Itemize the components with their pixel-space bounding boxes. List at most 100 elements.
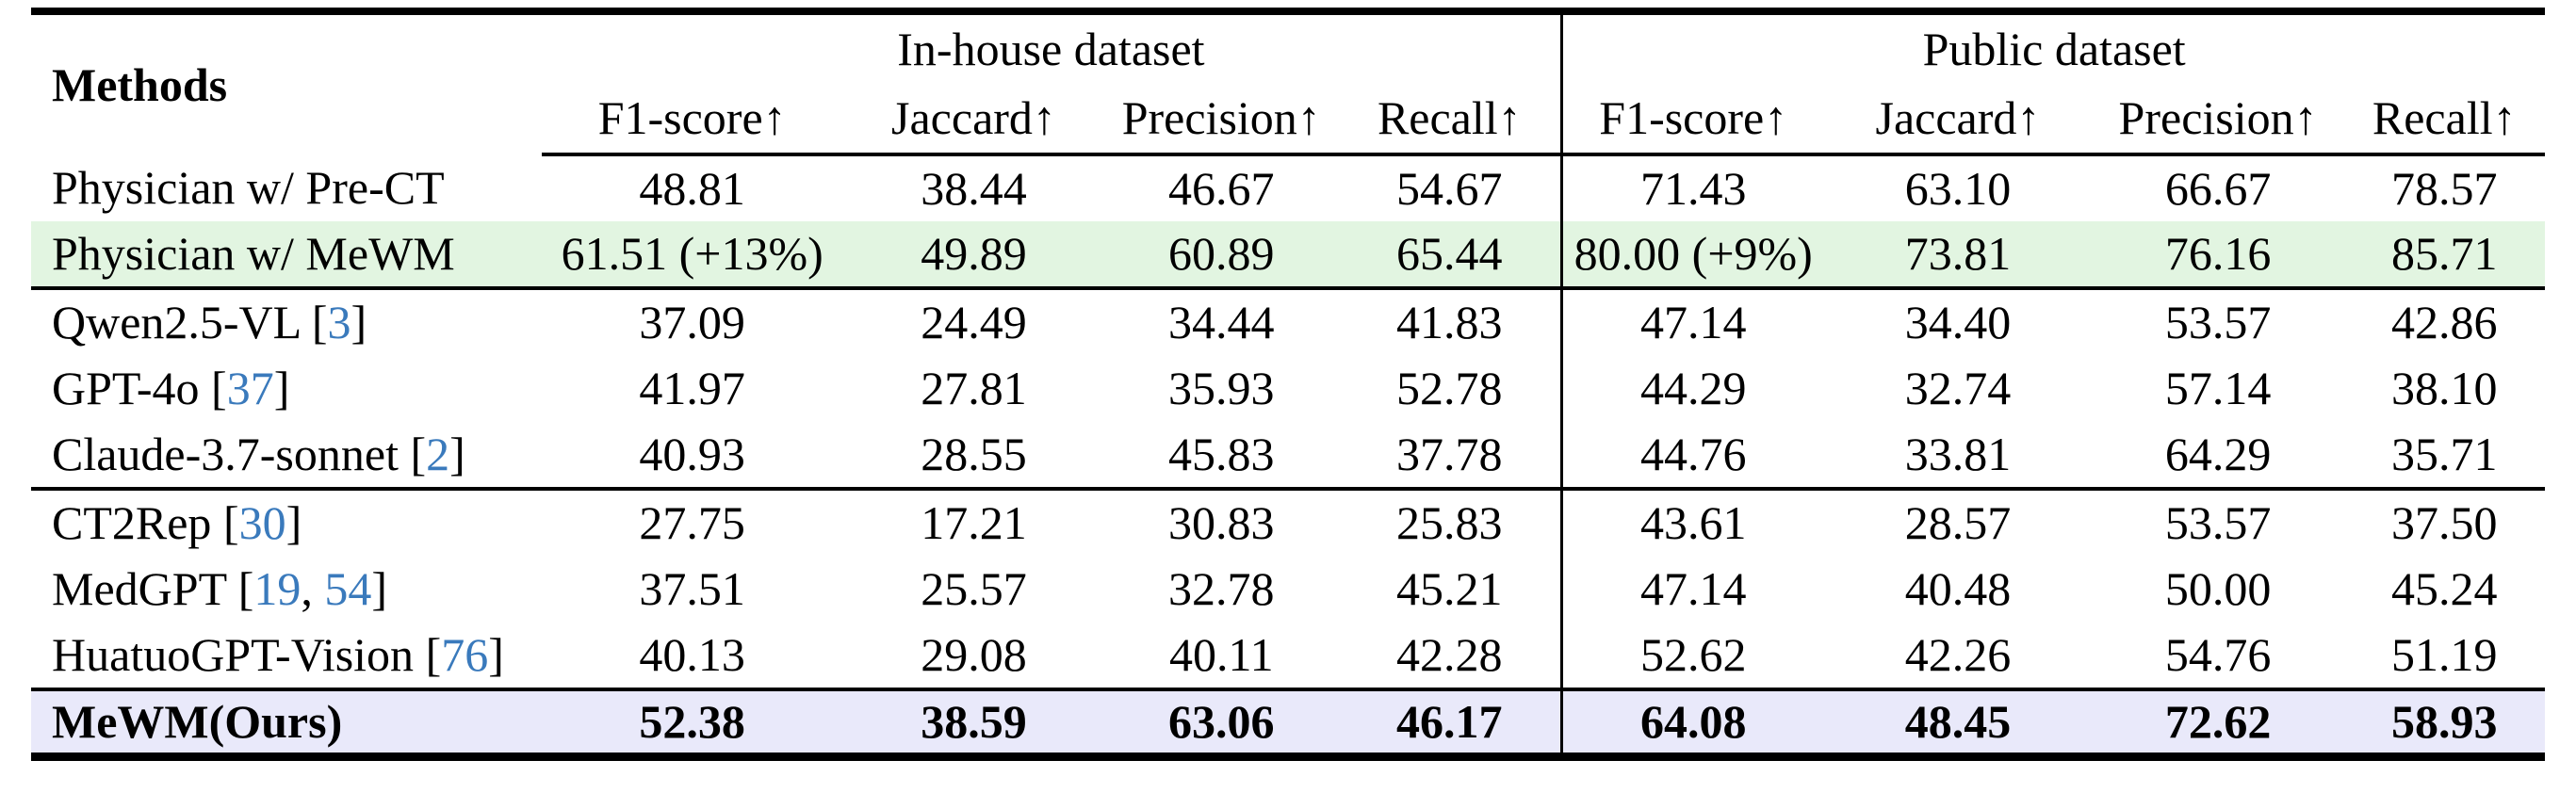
- metric-value-cell: 65.44: [1338, 221, 1564, 290]
- metric-value-cell: 61.51 (+13%): [541, 221, 843, 290]
- metric-value-cell: 78.57: [2391, 162, 2498, 215]
- group-header-row: Methods In-house dataset Public dataset: [31, 11, 2545, 110]
- metric-header: F1-score↑: [1561, 83, 1824, 156]
- metric-value-cell: 76.16: [2092, 221, 2344, 290]
- metric-header: Recall↑: [2343, 83, 2545, 156]
- metric-value-cell: 27.81: [921, 362, 1027, 414]
- metric-value-cell: 53.57: [2164, 296, 2272, 348]
- metric-value-cell: 45.24: [2391, 562, 2498, 615]
- metric-value-cell: 42.28: [1338, 623, 1564, 691]
- metric-value-cell: 38.59: [921, 694, 1027, 748]
- metric-header: F1-score↑: [541, 83, 843, 156]
- metric-value-cell: 35.93: [1168, 362, 1275, 414]
- method-cell: Physician w/ MeWM: [31, 221, 542, 290]
- metric-value-cell: 44.29: [1640, 362, 1747, 414]
- citation-link[interactable]: 3: [327, 296, 351, 348]
- metric-value-cell: 35.71: [2343, 422, 2545, 491]
- citation-link[interactable]: 30: [238, 496, 286, 549]
- metric-header-row: F1-score↑ Jaccard↑ Precision↑ Recall↑ F1-sco…: [31, 83, 2545, 156]
- metric-value-cell: 85.71: [2343, 221, 2545, 290]
- metric-value-cell: 50.00: [2164, 562, 2272, 615]
- table-row: Claude-3.7-sonnet [2] 40.93 28.55 45.83 37.7…: [31, 422, 2545, 491]
- citation-link[interactable]: 76: [441, 628, 489, 681]
- metric-value-cell: 40.93: [541, 422, 843, 491]
- table-row: MeWM(Ours) 52.38 38.59 63.06 46.17 64.08 48.45…: [31, 689, 2545, 756]
- metric-value-cell: 37.51: [639, 562, 745, 615]
- metric-value-cell: 54.67: [1338, 154, 1564, 221]
- metric-value-cell: 38.44: [921, 162, 1027, 215]
- metric-value-cell: 42.26: [1823, 623, 2093, 691]
- citation-link[interactable]: 37: [226, 362, 274, 414]
- metric-value-cell: 53.57: [2164, 496, 2272, 549]
- metric-header: Recall↑: [1338, 83, 1564, 156]
- metric-value-cell: 48.45: [1904, 694, 2012, 748]
- metric-value-cell: 34.44: [1168, 296, 1275, 348]
- method-cell: Claude-3.7-sonnet [2]: [31, 422, 542, 491]
- metric-value-cell: 51.19: [2343, 623, 2545, 691]
- metric-value-cell: 58.93: [2391, 694, 2498, 748]
- metric-value-cell: 40.11: [1104, 623, 1339, 691]
- metric-value-cell: 46.17: [1338, 689, 1564, 756]
- metric-value-cell: 37.50: [2391, 496, 2498, 549]
- metric-value-cell: 73.81: [1823, 221, 2093, 290]
- metric-value-cell: 41.83: [1338, 288, 1564, 355]
- metric-value-cell: 32.78: [1168, 562, 1275, 615]
- metric-value-cell: 28.57: [1904, 496, 2012, 549]
- metric-value-cell: 80.00 (+9%): [1561, 221, 1824, 290]
- metric-value-cell: 33.81: [1823, 422, 2093, 491]
- metric-value-cell: 30.83: [1168, 496, 1275, 549]
- metric-value-cell: 43.61: [1640, 496, 1747, 549]
- table-row: Physician w/ MeWM 61.51 (+13%) 49.89 60.89 6…: [31, 221, 2545, 290]
- metric-value-cell: 27.75: [639, 496, 745, 549]
- citation-link[interactable]: 2: [426, 428, 450, 480]
- method-cell: GPT-4o [37]: [52, 362, 290, 414]
- metric-value-cell: 52.38: [639, 694, 745, 748]
- table-row: HuatuoGPT-Vision [76] 40.13 29.08 40.11 42.2…: [31, 623, 2545, 691]
- metric-value-cell: 44.76: [1561, 422, 1824, 491]
- metric-header: Precision↑: [2092, 83, 2344, 156]
- metric-value-cell: 17.21: [921, 496, 1027, 549]
- table-body: Physician w/ Pre-CT 48.81 38.44 46.67 54.67 7…: [31, 154, 2545, 756]
- metric-value-cell: 40.13: [541, 623, 843, 691]
- metric-value-cell: 71.43: [1640, 162, 1747, 215]
- metric-value-cell: 48.81: [639, 162, 745, 215]
- method-cell: Physician w/ Pre-CT: [52, 161, 445, 214]
- metric-value-cell: 57.14: [2164, 362, 2272, 414]
- table-row: GPT-4o [37] 41.97 27.81 35.93 52.78 44.29 32.7…: [31, 355, 2545, 422]
- method-cell: MeWM(Ours): [52, 694, 343, 748]
- metric-value-cell: 63.06: [1168, 694, 1275, 748]
- metric-header: Precision↑: [1104, 83, 1339, 156]
- metric-value-cell: 64.08: [1640, 694, 1747, 748]
- method-cell: CT2Rep [30]: [52, 496, 302, 549]
- metric-value-cell: 72.62: [2164, 694, 2272, 748]
- metric-header: Jaccard↑: [1823, 83, 2093, 156]
- method-cell: HuatuoGPT-Vision [76]: [31, 623, 542, 691]
- metric-value-cell: 49.89: [842, 221, 1105, 290]
- metric-value-cell: 52.78: [1338, 355, 1564, 422]
- citation-link[interactable]: 54: [324, 562, 372, 615]
- metric-value-cell: 38.10: [2391, 362, 2498, 414]
- table-row: CT2Rep [30] 27.75 17.21 30.83 25.83 43.61 28.5…: [31, 489, 2545, 556]
- method-cell: MedGPT [19, 54]: [52, 562, 388, 615]
- metric-value-cell: 34.40: [1904, 296, 2012, 348]
- metric-value-cell: 40.48: [1904, 562, 2012, 615]
- metric-value-cell: 25.57: [921, 562, 1027, 615]
- table-header: Methods In-house dataset Public dataset …: [31, 11, 2545, 156]
- metric-value-cell: 28.55: [842, 422, 1105, 491]
- table-row: Qwen2.5-VL [3] 37.09 24.49 34.44 41.83 47.14 3…: [31, 288, 2545, 355]
- results-table-container: Methods In-house dataset Public dataset …: [31, 8, 2545, 761]
- metric-value-cell: 24.49: [921, 296, 1027, 348]
- metric-value-cell: 66.67: [2164, 162, 2272, 215]
- metric-value-cell: 25.83: [1338, 489, 1564, 556]
- metric-value-cell: 41.97: [639, 362, 745, 414]
- methods-header-cell: Methods: [52, 57, 228, 111]
- metric-header: Jaccard↑: [842, 83, 1105, 156]
- metric-value-cell: 29.08: [842, 623, 1105, 691]
- metric-value-cell: 47.14: [1640, 562, 1747, 615]
- citation-link[interactable]: 19: [253, 562, 302, 615]
- metric-value-cell: 37.09: [639, 296, 745, 348]
- metric-value-cell: 64.29: [2092, 422, 2344, 491]
- group-header-inhouse: In-house dataset: [541, 11, 1564, 83]
- metric-value-cell: 54.76: [2092, 623, 2344, 691]
- metric-value-cell: 52.62: [1561, 623, 1824, 691]
